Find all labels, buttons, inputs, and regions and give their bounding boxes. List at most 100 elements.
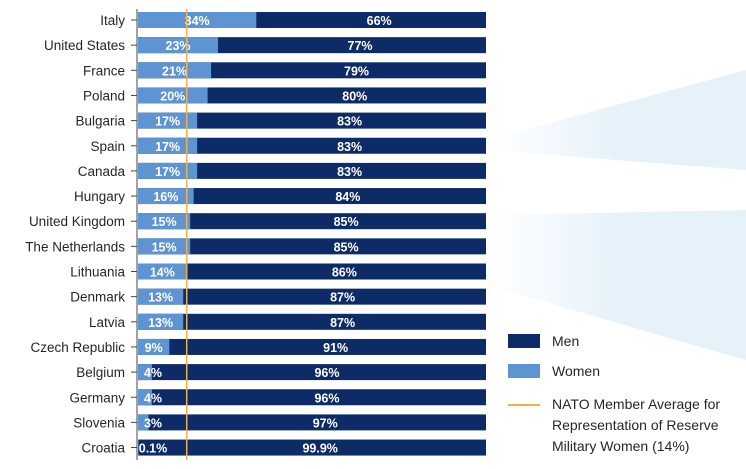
value-label-women-bulgaria: 17% (155, 115, 180, 129)
bar-women-latvia (138, 313, 184, 330)
legend-item-nato-average: NATO Member Average for Representation o… (508, 394, 746, 457)
bar-women-denmark (138, 288, 184, 305)
legend-item-women: Women (508, 356, 746, 386)
bar-group: 34% 66% 23% 77% 21% 79% 20% 80% 17% 83% 17% 83% 17% 8… (138, 12, 486, 456)
category-label-bulgaria: Bulgaria (75, 114, 125, 129)
category-label-belgium: Belgium (76, 365, 125, 380)
value-label-women-denmark: 13% (148, 291, 173, 305)
category-labels: Italy United States France Poland Bulgaria Sp… (25, 13, 125, 456)
legend-nato-text-line-2: Representation of Reserve (552, 417, 719, 433)
value-label-women-latvia: 13% (148, 316, 173, 330)
bar-men-belgium (138, 364, 486, 381)
bar-women-poland (138, 87, 208, 104)
value-label-women-the-netherlands: 15% (152, 240, 177, 254)
value-label-men-bulgaria: 83% (337, 115, 362, 129)
bar-women-slovenia (138, 414, 149, 431)
category-label-latvia: Latvia (89, 315, 126, 330)
legend-line-nato-average (508, 404, 540, 406)
category-label-denmark: Denmark (70, 290, 125, 305)
legend-label-women: Women (552, 363, 600, 379)
category-label-united-states: United States (44, 38, 125, 53)
value-label-men-spain: 83% (337, 140, 362, 154)
category-label-czech-republic: Czech Republic (30, 340, 125, 355)
value-label-women-croatia: 0.1% (139, 442, 168, 456)
legend-swatch-women (508, 364, 540, 378)
bar-men-slovenia (138, 414, 486, 431)
bar-men-france (138, 62, 486, 79)
legend-item-men: Men (508, 326, 746, 356)
value-label-men-slovenia: 97% (313, 416, 338, 430)
bar-men-lithuania (138, 263, 486, 280)
value-label-women-united-kingdom: 15% (152, 215, 177, 229)
bar-women-croatia (138, 439, 139, 456)
value-label-men-denmark: 87% (330, 291, 355, 305)
value-label-women-poland: 20% (160, 89, 185, 103)
category-label-croatia: Croatia (81, 441, 125, 456)
value-label-women-germany: 4% (144, 391, 162, 405)
value-label-women-belgium: 4% (144, 366, 162, 380)
bar-women-hungary (138, 188, 194, 205)
legend-label-nato-average: NATO Member Average for Representation o… (552, 394, 720, 457)
category-label-france: France (83, 63, 125, 78)
value-label-men-hungary: 84% (335, 190, 360, 204)
category-label-spain: Spain (90, 139, 125, 154)
bar-women-bulgaria (138, 112, 198, 129)
value-label-women-czech-republic: 9% (145, 341, 163, 355)
bar-men-bulgaria (138, 112, 486, 129)
value-label-men-czech-republic: 91% (323, 341, 348, 355)
bar-men-croatia (138, 439, 486, 456)
bar-women-italy (138, 12, 257, 28)
value-label-women-canada: 17% (155, 165, 180, 179)
value-label-men-croatia: 99.9% (302, 442, 337, 456)
category-label-united-kingdom: United Kingdom (29, 214, 125, 229)
category-label-italy: Italy (100, 13, 125, 28)
value-label-men-united-states: 77% (348, 39, 373, 53)
bar-men-the-netherlands (138, 238, 486, 255)
background-glare-decoration (486, 70, 746, 360)
bar-women-spain (138, 137, 198, 154)
value-label-women-slovenia: 3% (144, 416, 162, 430)
legend: Men Women NATO Member Average for Repres… (508, 326, 746, 457)
category-label-lithuania: Lithuania (70, 265, 125, 280)
value-label-men-canada: 83% (337, 165, 362, 179)
legend-nato-text-line-1: NATO Member Average for (552, 396, 721, 412)
bar-women-united-kingdom (138, 213, 191, 230)
category-ticks (131, 19, 137, 449)
category-label-germany: Germany (69, 390, 125, 405)
bar-men-united-states (138, 37, 486, 54)
bar-women-lithuania (138, 263, 187, 280)
bar-women-united-states (138, 37, 219, 54)
bar-men-united-kingdom (138, 213, 486, 230)
bar-men-poland (138, 87, 486, 104)
bar-women-germany (138, 389, 152, 406)
legend-nato-text-line-3: Military Women (14%) (552, 438, 690, 454)
category-label-canada: Canada (78, 164, 126, 179)
bar-men-spain (138, 137, 486, 154)
value-label-men-the-netherlands: 85% (334, 240, 359, 254)
bar-women-france (138, 62, 212, 79)
bar-women-czech-republic (138, 338, 170, 355)
bar-men-czech-republic (138, 338, 486, 355)
bar-men-hungary (138, 188, 486, 205)
value-label-men-latvia: 87% (330, 316, 355, 330)
bar-men-latvia (138, 313, 486, 330)
bar-women-the-netherlands (138, 238, 191, 255)
value-label-women-hungary: 16% (153, 190, 178, 204)
category-label-poland: Poland (83, 88, 125, 103)
bar-men-canada (138, 162, 486, 179)
bar-women-canada (138, 162, 198, 179)
legend-label-men: Men (552, 333, 580, 349)
value-label-men-belgium: 96% (314, 366, 339, 380)
category-label-hungary: Hungary (74, 189, 125, 204)
value-label-men-germany: 96% (314, 391, 339, 405)
value-label-women-france: 21% (162, 64, 187, 78)
value-label-women-spain: 17% (155, 140, 180, 154)
category-label-the-netherlands: The Netherlands (25, 239, 125, 254)
value-label-women-italy: 34% (185, 14, 210, 28)
value-label-men-lithuania: 86% (332, 266, 357, 280)
bar-men-denmark (138, 288, 486, 305)
bar-women-belgium (138, 364, 152, 381)
value-label-men-united-kingdom: 85% (334, 215, 359, 229)
